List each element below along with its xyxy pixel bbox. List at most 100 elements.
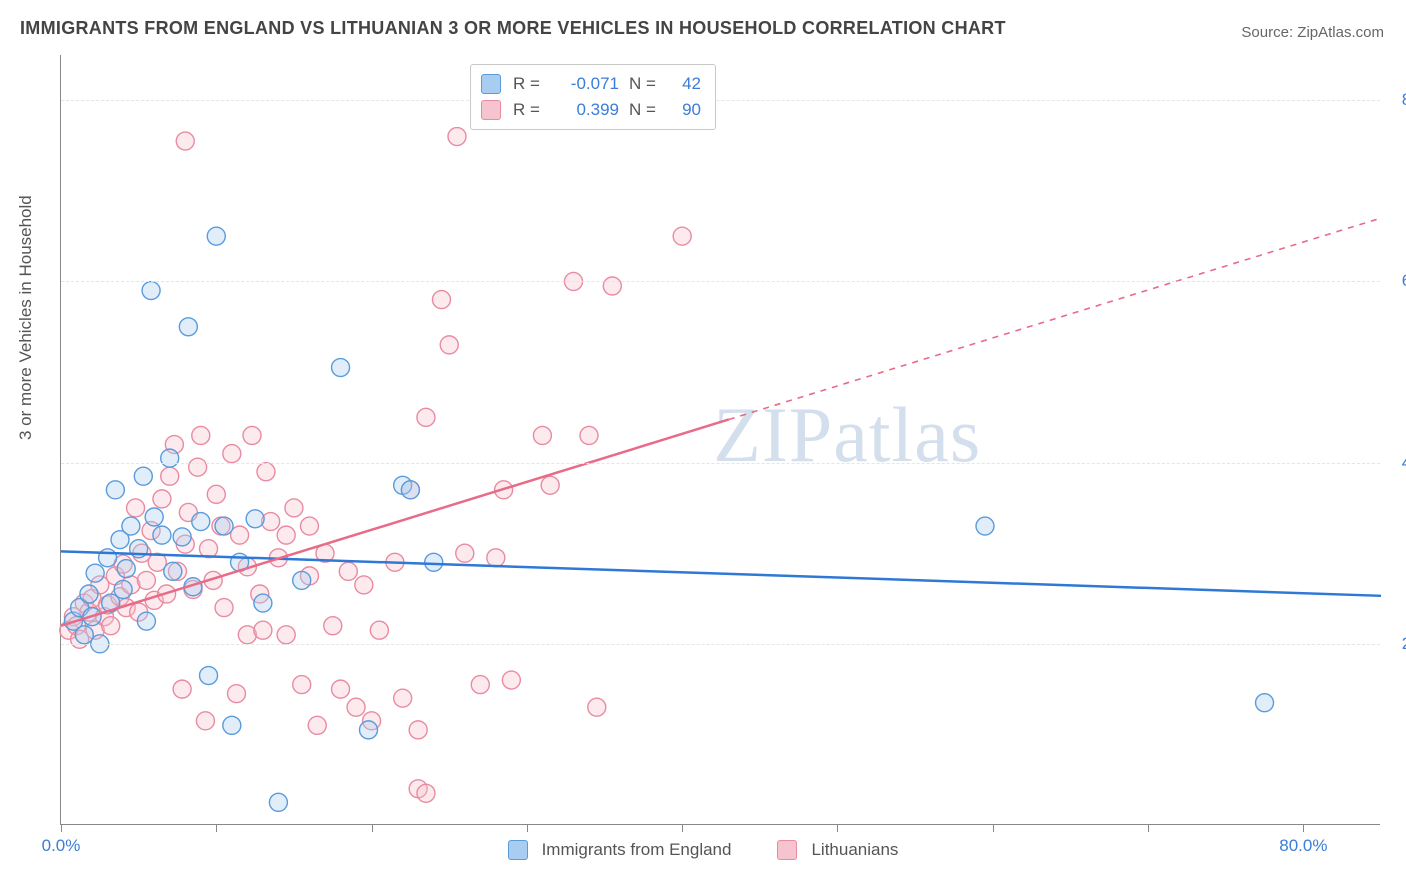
- scatter-point-england: [164, 562, 182, 580]
- scatter-point-lithuanian: [417, 784, 435, 802]
- scatter-point-lithuanian: [153, 490, 171, 508]
- scatter-point-lithuanian: [308, 716, 326, 734]
- x-tick: [837, 824, 838, 832]
- scatter-point-lithuanian: [300, 517, 318, 535]
- y-tick-label: 20.0%: [1390, 634, 1406, 654]
- scatter-point-lithuanian: [102, 617, 120, 635]
- legend-r-label: R =: [513, 74, 549, 94]
- scatter-point-lithuanian: [173, 680, 191, 698]
- legend-swatch-lithuanian: [777, 840, 797, 860]
- gridline: [61, 100, 1380, 101]
- scatter-point-lithuanian: [192, 426, 210, 444]
- scatter-point-lithuanian: [161, 467, 179, 485]
- scatter-point-england: [179, 318, 197, 336]
- gridline: [61, 463, 1380, 464]
- scatter-point-lithuanian: [603, 277, 621, 295]
- scatter-point-england: [153, 526, 171, 544]
- scatter-point-lithuanian: [196, 712, 214, 730]
- scatter-point-lithuanian: [293, 676, 311, 694]
- source-attribution: Source: ZipAtlas.com: [1241, 24, 1384, 41]
- legend-n-label: N =: [629, 74, 665, 94]
- legend-row-lithuanian: R = 0.399 N = 90: [481, 97, 701, 123]
- scatter-point-england: [215, 517, 233, 535]
- scatter-point-england: [86, 564, 104, 582]
- gridline: [61, 644, 1380, 645]
- scatter-point-england: [1256, 694, 1274, 712]
- scatter-point-england: [293, 571, 311, 589]
- scatter-point-england: [99, 549, 117, 567]
- scatter-point-england: [117, 560, 135, 578]
- legend-swatch-lithuanian: [481, 100, 501, 120]
- scatter-point-england: [106, 481, 124, 499]
- legend-n-value-lithuanian: 90: [665, 100, 701, 120]
- scatter-point-lithuanian: [355, 576, 373, 594]
- scatter-point-lithuanian: [207, 485, 225, 503]
- x-tick: [682, 824, 683, 832]
- legend-r-label: R =: [513, 100, 549, 120]
- scatter-svg: [61, 55, 1380, 824]
- scatter-point-lithuanian: [285, 499, 303, 517]
- scatter-point-lithuanian: [215, 599, 233, 617]
- y-tick-label: 40.0%: [1390, 453, 1406, 473]
- x-tick: [1148, 824, 1149, 832]
- legend-n-value-england: 42: [665, 74, 701, 94]
- x-tick: [993, 824, 994, 832]
- scatter-point-england: [200, 667, 218, 685]
- scatter-point-lithuanian: [189, 458, 207, 476]
- scatter-point-england: [192, 513, 210, 531]
- legend-r-value-england: -0.071: [549, 74, 619, 94]
- scatter-point-england: [207, 227, 225, 245]
- legend-label-lithuanian: Lithuanians: [811, 840, 898, 860]
- scatter-point-lithuanian: [409, 721, 427, 739]
- correlation-legend: R = -0.071 N = 42 R = 0.399 N = 90: [470, 64, 716, 130]
- source-name: ZipAtlas.com: [1297, 24, 1384, 41]
- scatter-point-england: [359, 721, 377, 739]
- legend-r-value-lithuanian: 0.399: [549, 100, 619, 120]
- scatter-point-england: [269, 793, 287, 811]
- x-tick: [372, 824, 373, 832]
- scatter-point-england: [134, 467, 152, 485]
- x-tick: [527, 824, 528, 832]
- scatter-point-england: [401, 481, 419, 499]
- scatter-point-england: [976, 517, 994, 535]
- scatter-point-lithuanian: [541, 476, 559, 494]
- x-tick: [216, 824, 217, 832]
- legend-n-label: N =: [629, 100, 665, 120]
- scatter-point-lithuanian: [127, 499, 145, 517]
- legend-swatch-england: [508, 840, 528, 860]
- scatter-point-england: [223, 716, 241, 734]
- scatter-point-lithuanian: [440, 336, 458, 354]
- scatter-point-lithuanian: [580, 426, 598, 444]
- legend-row-england: R = -0.071 N = 42: [481, 71, 701, 97]
- x-tick: [61, 824, 62, 832]
- scatter-point-lithuanian: [227, 685, 245, 703]
- scatter-point-lithuanian: [339, 562, 357, 580]
- scatter-point-england: [145, 508, 163, 526]
- scatter-point-lithuanian: [533, 426, 551, 444]
- scatter-point-england: [332, 359, 350, 377]
- scatter-point-lithuanian: [417, 408, 435, 426]
- scatter-point-lithuanian: [176, 132, 194, 150]
- scatter-point-lithuanian: [277, 526, 295, 544]
- gridline: [61, 281, 1380, 282]
- scatter-point-lithuanian: [324, 617, 342, 635]
- y-axis-label: 3 or more Vehicles in Household: [16, 195, 36, 440]
- scatter-point-england: [254, 594, 272, 612]
- chart-container: IMMIGRANTS FROM ENGLAND VS LITHUANIAN 3 …: [0, 0, 1406, 892]
- series-legend: Immigrants from England Lithuanians: [0, 840, 1406, 860]
- x-tick: [1303, 824, 1304, 832]
- y-tick-label: 80.0%: [1390, 90, 1406, 110]
- scatter-point-england: [173, 528, 191, 546]
- scatter-point-england: [425, 553, 443, 571]
- scatter-point-lithuanian: [448, 128, 466, 146]
- scatter-point-lithuanian: [347, 698, 365, 716]
- legend-label-england: Immigrants from England: [542, 840, 732, 860]
- scatter-point-england: [142, 282, 160, 300]
- scatter-point-lithuanian: [471, 676, 489, 694]
- source-prefix: Source:: [1241, 24, 1297, 41]
- scatter-point-lithuanian: [223, 445, 241, 463]
- chart-title: IMMIGRANTS FROM ENGLAND VS LITHUANIAN 3 …: [20, 18, 1006, 39]
- scatter-point-lithuanian: [254, 621, 272, 639]
- scatter-point-england: [161, 449, 179, 467]
- scatter-point-england: [122, 517, 140, 535]
